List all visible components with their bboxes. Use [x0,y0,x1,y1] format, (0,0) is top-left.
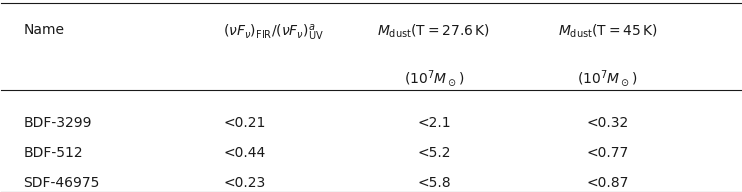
Text: Name: Name [24,23,65,37]
Text: BDF-3299: BDF-3299 [24,116,92,130]
Text: $(10^7 M_\odot)$: $(10^7 M_\odot)$ [404,69,464,89]
Text: <2.1: <2.1 [417,116,450,130]
Text: <0.44: <0.44 [223,146,266,160]
Text: <5.8: <5.8 [417,176,450,190]
Text: <0.23: <0.23 [223,176,266,190]
Text: <0.21: <0.21 [223,116,266,130]
Text: <0.87: <0.87 [586,176,628,190]
Text: $M_{\rm dust}({\rm T} = 45\,{\rm K})$: $M_{\rm dust}({\rm T} = 45\,{\rm K})$ [558,23,657,40]
Text: $M_{\rm dust}({\rm T} = 27.6\,{\rm K})$: $M_{\rm dust}({\rm T} = 27.6\,{\rm K})$ [378,23,490,40]
Text: <0.77: <0.77 [586,146,628,160]
Text: SDF-46975: SDF-46975 [24,176,100,190]
Text: $(\nu F_\nu)_{\rm FIR}/(\nu F_\nu)^a_{\rm UV}$: $(\nu F_\nu)_{\rm FIR}/(\nu F_\nu)^a_{\r… [223,23,324,43]
Text: BDF-512: BDF-512 [24,146,83,160]
Text: <5.2: <5.2 [417,146,450,160]
Text: $(10^7 M_\odot)$: $(10^7 M_\odot)$ [577,69,637,89]
Text: <0.32: <0.32 [586,116,628,130]
